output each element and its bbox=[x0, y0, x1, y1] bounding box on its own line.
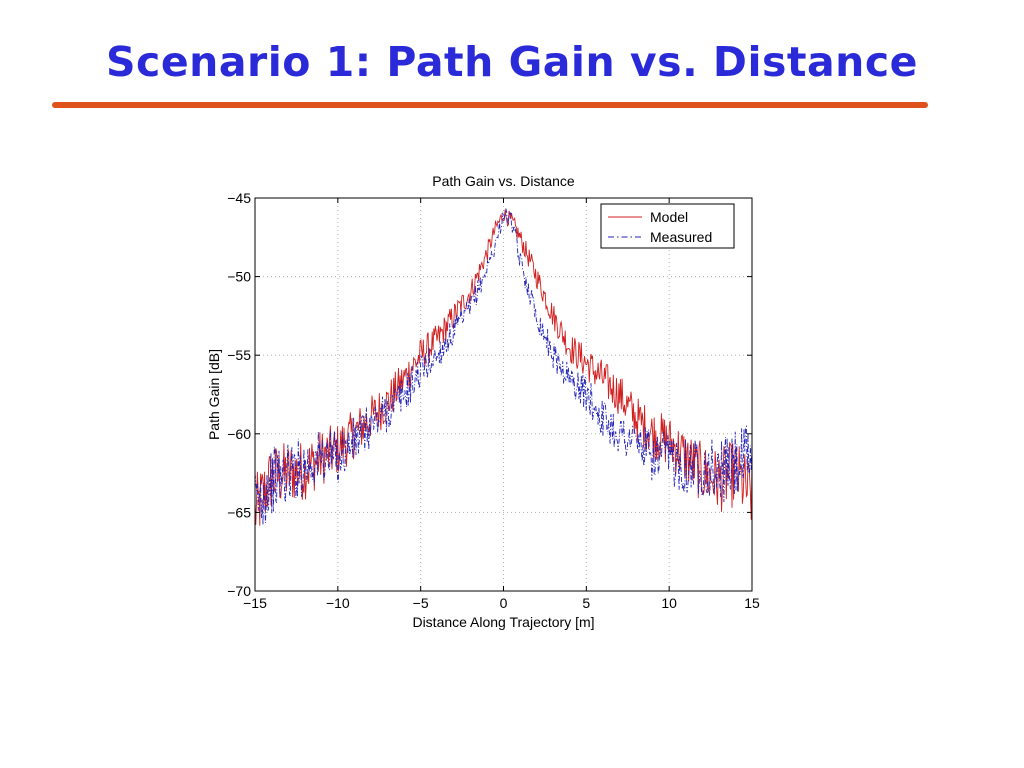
x-tick-label: −15 bbox=[243, 595, 267, 611]
series-line-measured bbox=[254, 208, 753, 525]
legend-label-measured: Measured bbox=[650, 229, 712, 245]
title-underline bbox=[52, 102, 928, 108]
y-tick-label: −60 bbox=[227, 426, 251, 442]
x-axis-label: Distance Along Trajectory [m] bbox=[412, 614, 594, 630]
slide-title: Scenario 1: Path Gain vs. Distance bbox=[106, 38, 918, 86]
legend-box bbox=[600, 203, 735, 249]
legend-label-model: Model bbox=[650, 209, 688, 225]
grid-lines bbox=[255, 198, 752, 591]
x-tick-label: 0 bbox=[500, 595, 508, 611]
y-axis-label: Path Gain [dB] bbox=[206, 349, 222, 440]
series-group bbox=[254, 208, 753, 526]
x-tick-label: −5 bbox=[413, 595, 429, 611]
x-tick-label: 10 bbox=[661, 595, 677, 611]
x-tick-label: 5 bbox=[582, 595, 590, 611]
y-tick-label: −65 bbox=[227, 504, 251, 520]
chart-title: Path Gain vs. Distance bbox=[432, 173, 575, 189]
series-line-model bbox=[254, 209, 753, 526]
y-tick-label: −55 bbox=[227, 347, 251, 363]
y-tick-label: −50 bbox=[227, 269, 251, 285]
axis-ticks: −15 −10 −5 0 5 10 15−70−65−60−55−50−45 bbox=[227, 190, 760, 611]
legend: Model Measured bbox=[600, 203, 735, 249]
x-tick-label: −10 bbox=[326, 595, 350, 611]
y-tick-label: −45 bbox=[227, 190, 251, 206]
x-tick-label: 15 bbox=[744, 595, 760, 611]
y-tick-label: −70 bbox=[227, 583, 251, 599]
